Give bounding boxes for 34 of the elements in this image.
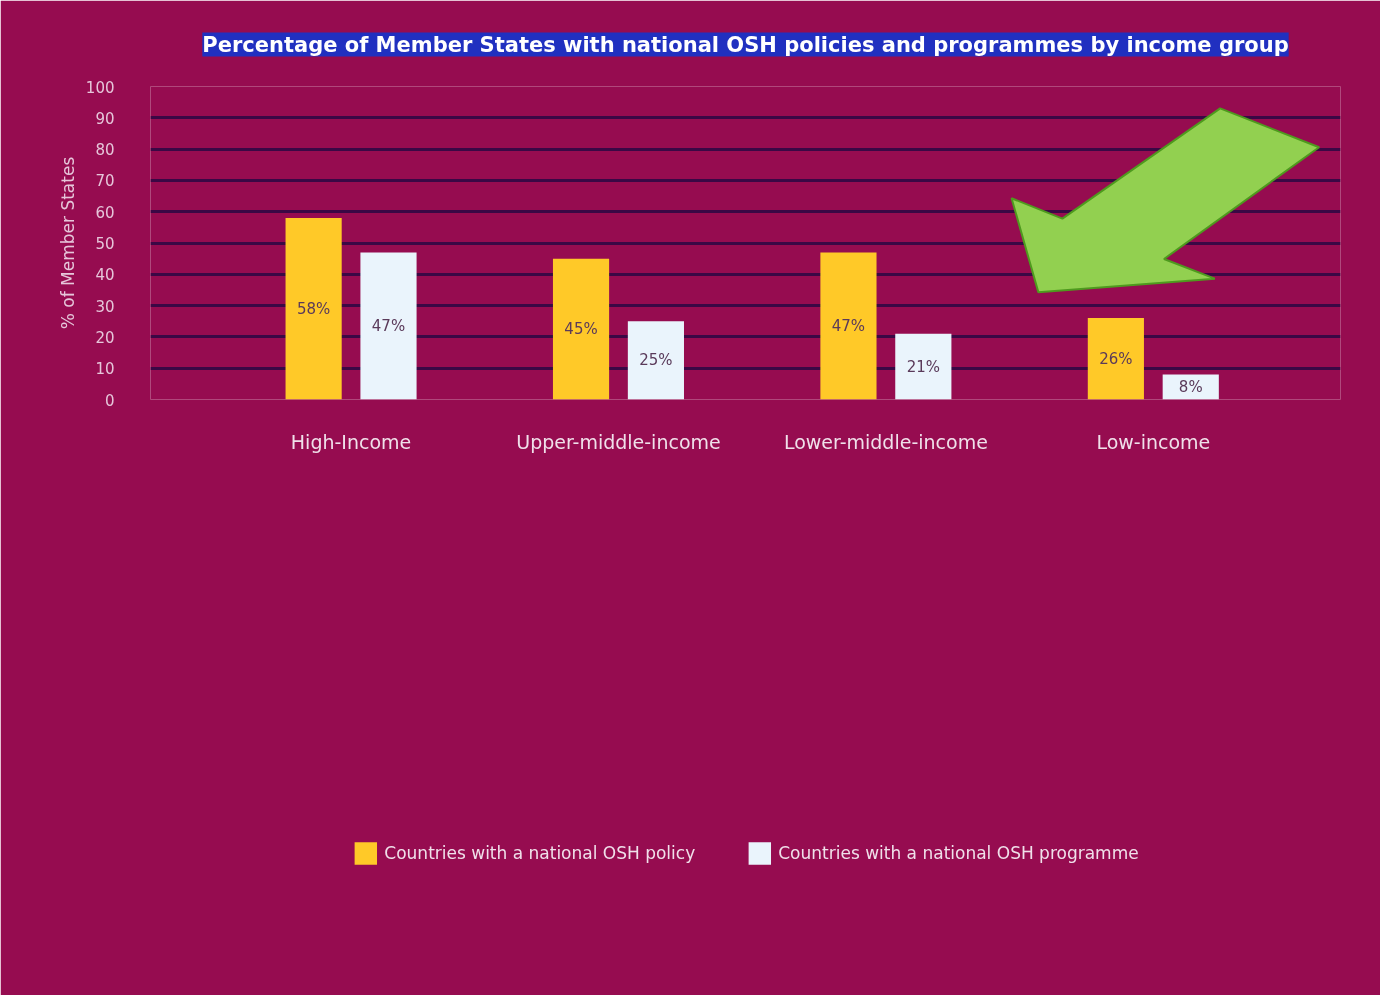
data-label: 47% — [831, 316, 866, 335]
data-label: 26% — [1099, 349, 1133, 368]
y-axis-title: % of Member States — [57, 156, 78, 330]
bar — [820, 252, 877, 400]
y-tick-label: 60 — [95, 203, 115, 222]
y-tick-label: 90 — [95, 109, 115, 128]
bar — [285, 217, 342, 400]
data-label: 47% — [371, 316, 406, 335]
data-label: 21% — [906, 357, 941, 376]
x-tick-label: Upper-middle-income — [516, 430, 721, 453]
y-tick-label: 80 — [95, 141, 115, 160]
x-tick-label: High-Income — [290, 430, 412, 453]
bar — [552, 258, 610, 400]
y-tick-label: 30 — [95, 297, 115, 316]
data-label: 8% — [1178, 377, 1203, 396]
data-label: 45% — [564, 320, 598, 339]
x-tick-label: Lower-middle-income — [783, 430, 988, 453]
y-tick-label: 100 — [85, 78, 115, 97]
data-label: 58% — [296, 299, 331, 318]
bar — [360, 252, 417, 400]
y-tick-label: 20 — [95, 328, 115, 347]
y-tick-label: 0 — [104, 391, 115, 410]
bar — [895, 333, 952, 400]
y-tick-label: 10 — [95, 360, 115, 379]
legend-label: Countries with a national OSH policy — [384, 843, 696, 863]
bar — [627, 321, 684, 400]
y-tick-label: 50 — [95, 235, 115, 253]
data-label: 25% — [639, 351, 673, 370]
y-tick-label: 70 — [95, 172, 115, 191]
y-tick-label: 40 — [95, 266, 115, 285]
chart-title: Percentage of Member States with national OSH policies and programmes by income group — [202, 32, 1289, 57]
x-tick-label: Low-income — [1096, 430, 1211, 453]
bar — [1087, 318, 1144, 400]
legend-label: Countries with a national OSH programme — [778, 843, 1139, 863]
